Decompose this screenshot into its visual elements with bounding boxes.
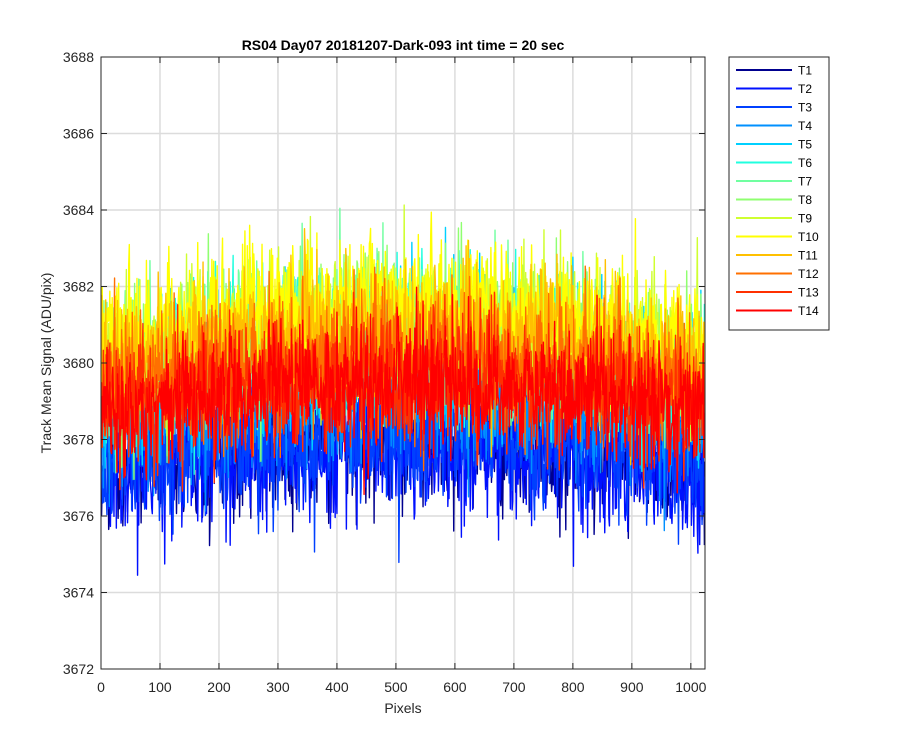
legend-label-t2: T2 [798,82,812,96]
legend-label-t11: T11 [798,249,818,263]
y-axis-label: Track Mean Signal (ADU/pix) [38,273,54,454]
series-line-t12 [101,265,705,472]
x-tick-label: 800 [561,679,585,695]
y-tick-label: 3678 [63,432,94,448]
y-tick-label: 3688 [63,49,94,65]
x-tick-label: 300 [266,679,290,695]
y-tick-label: 3674 [63,585,94,601]
y-tick-label: 3676 [63,508,94,524]
legend-label-t6: T6 [798,156,812,170]
legend: T1 T2 T3 T4 T5 T6 T7 T8 T9 T10 T11 T12 T13 T14 [728,56,830,331]
ticks: 0 100 200 300 400 500 600 700 800 900 1000 3672 3674… [63,49,707,695]
x-tick-label: 500 [384,679,408,695]
x-tick-label: 0 [97,679,105,695]
y-tick-label: 3672 [63,661,94,677]
legend-label-t3: T3 [798,101,812,115]
x-tick-label: 1000 [675,679,706,695]
series-line-t2 [101,336,705,576]
x-tick-label: 900 [620,679,644,695]
y-tick-label: 3686 [63,126,94,142]
x-tick-label: 200 [207,679,231,695]
legend-label-t1: T1 [798,64,812,78]
series-layer [101,204,705,576]
y-tick-label: 3684 [63,202,94,218]
y-tick-label: 3680 [63,355,94,371]
x-axis-label: Pixels [384,700,421,716]
legend-label-t9: T9 [798,212,812,226]
legend-label-t13: T13 [798,286,819,300]
series-line-t14 [101,286,705,496]
legend-label-t5: T5 [798,138,812,152]
chart-title: RS04 Day07 20181207-Dark-093 int time = … [242,37,565,53]
legend-label-t4: T4 [798,119,812,133]
y-tick-label: 3682 [63,279,94,295]
legend-label-t8: T8 [798,193,812,207]
x-tick-label: 400 [325,679,349,695]
legend-box [728,56,830,331]
legend-label-t7: T7 [798,175,812,189]
legend-label-t10: T10 [798,230,819,244]
x-tick-label: 600 [443,679,467,695]
legend-label-t12: T12 [798,267,819,281]
legend-label-t14: T14 [798,304,819,318]
x-tick-label: 100 [148,679,172,695]
x-tick-label: 700 [502,679,526,695]
